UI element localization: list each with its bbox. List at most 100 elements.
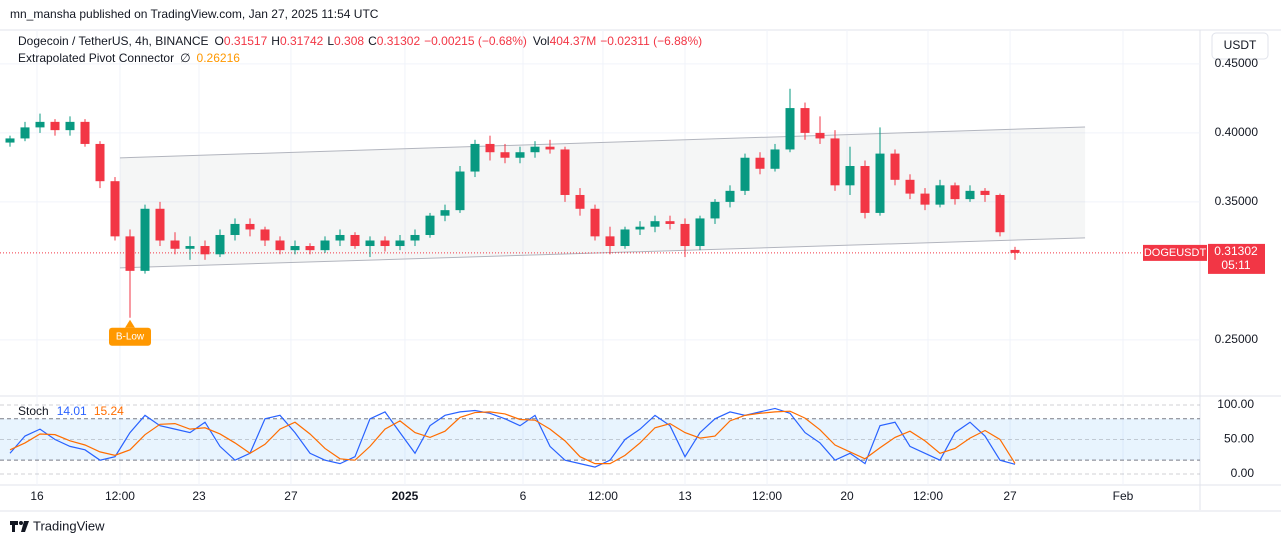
c-label: C	[368, 34, 377, 48]
channel-upper	[119, 126, 1086, 159]
candle-body	[590, 208, 600, 237]
candle-body	[545, 146, 555, 150]
h-label: H	[271, 34, 280, 48]
candle-body	[620, 229, 630, 247]
candle-body	[665, 221, 675, 224]
candle-body	[170, 240, 180, 249]
stoch-tick-label: 0.00	[1231, 466, 1255, 480]
candle-body	[50, 121, 60, 131]
indicator-symbol: ∅	[180, 51, 190, 65]
channel-lower	[119, 237, 1086, 269]
x-tick-label: 6	[520, 489, 527, 503]
x-tick-label: 13	[678, 489, 692, 503]
candle-body	[155, 208, 165, 241]
candle-body	[515, 152, 525, 158]
vol-value: 404.37M	[550, 34, 597, 48]
countdown-label: 05:11	[1221, 258, 1250, 272]
vol-change: −0.02311 (−6.88%)	[600, 34, 702, 48]
marker-label: B-Low	[116, 331, 145, 342]
candle-body	[215, 234, 225, 255]
stoch-d: 15.24	[94, 404, 124, 418]
candle-body	[605, 236, 615, 247]
o-value: 0.31517	[224, 34, 268, 48]
candle-body	[965, 190, 975, 200]
candle-body	[695, 218, 705, 247]
candle-body	[95, 143, 105, 182]
candle-body	[995, 194, 1005, 233]
candle-body	[1010, 249, 1020, 253]
candle-body	[5, 138, 15, 143]
candle-body	[635, 226, 645, 230]
x-tick-label: 27	[284, 489, 298, 503]
x-tick-label: 16	[30, 489, 44, 503]
currency-button[interactable]	[1211, 32, 1269, 60]
change: −0.00215 (−0.68%)	[424, 34, 527, 48]
candle-body	[260, 229, 270, 241]
h-value: 0.31742	[280, 34, 324, 48]
y-tick-label: 0.25000	[1215, 332, 1259, 346]
candle-body	[860, 166, 870, 213]
x-tick-label: 20	[840, 489, 854, 503]
candle-body	[245, 223, 255, 230]
x-tick-label: 12:00	[913, 489, 943, 503]
y-tick-label: 0.40000	[1215, 125, 1259, 139]
stoch-legend: Stoch 14.01 15.24	[18, 404, 124, 418]
stoch-tick-label: 100.00	[1217, 397, 1254, 411]
candle-body	[20, 127, 30, 139]
candle-body	[410, 234, 420, 241]
stoch-k: 14.01	[57, 404, 87, 418]
candle-body	[950, 185, 960, 200]
candle-body	[815, 132, 825, 139]
candle-body	[200, 246, 210, 255]
marker-box	[109, 327, 152, 346]
candle-body	[980, 190, 990, 195]
candle-body	[275, 240, 285, 251]
candle-body	[560, 149, 570, 195]
candle-body	[725, 190, 735, 202]
candle-body	[905, 179, 915, 194]
x-tick-label: 27	[1003, 489, 1017, 503]
candle-body	[650, 221, 660, 227]
candle-body	[380, 240, 390, 247]
vol-label: Vol	[533, 34, 550, 48]
published-line: mn_mansha published on TradingView.com, …	[10, 7, 379, 21]
brand-logo	[10, 521, 29, 532]
candle-body	[710, 201, 720, 219]
candle-body	[305, 246, 315, 251]
candle-body	[35, 121, 45, 128]
indicator-value: 0.26216	[197, 51, 241, 65]
c-value: 0.31302	[377, 34, 421, 48]
candle-body	[440, 210, 450, 216]
stoch-line	[9, 407, 1016, 468]
candle-body	[365, 240, 375, 247]
x-tick-label: 2025	[392, 489, 419, 503]
x-tick-label: 12:00	[105, 489, 135, 503]
symbol: Dogecoin / TetherUS, 4h, BINANCE	[18, 34, 209, 48]
candle-body	[875, 153, 885, 213]
l-value: 0.308	[334, 34, 364, 48]
ticker-label: DOGEUSDT	[1144, 247, 1207, 259]
candle-body	[350, 234, 360, 247]
candle-body	[800, 108, 810, 133]
candle-body	[395, 240, 405, 247]
candle-body	[935, 185, 945, 205]
candle-body	[335, 234, 345, 241]
candle-body	[920, 193, 930, 205]
candle-body	[845, 166, 855, 186]
o-label: O	[215, 34, 224, 48]
candle-body	[485, 143, 495, 153]
candle-body	[530, 146, 540, 153]
candle-body	[680, 223, 690, 247]
candle-body	[140, 208, 150, 271]
candle-body	[890, 153, 900, 180]
x-tick-label: 12:00	[588, 489, 618, 503]
y-tick-label: 0.45000	[1215, 56, 1259, 70]
currency-label: USDT	[1224, 38, 1257, 52]
l-label: L	[327, 34, 334, 48]
candle-body	[65, 121, 75, 131]
x-tick-label: 23	[192, 489, 206, 503]
candle-body	[425, 215, 435, 235]
candle-body	[770, 149, 780, 169]
candle-body	[755, 157, 765, 169]
stoch-line	[9, 410, 1016, 465]
